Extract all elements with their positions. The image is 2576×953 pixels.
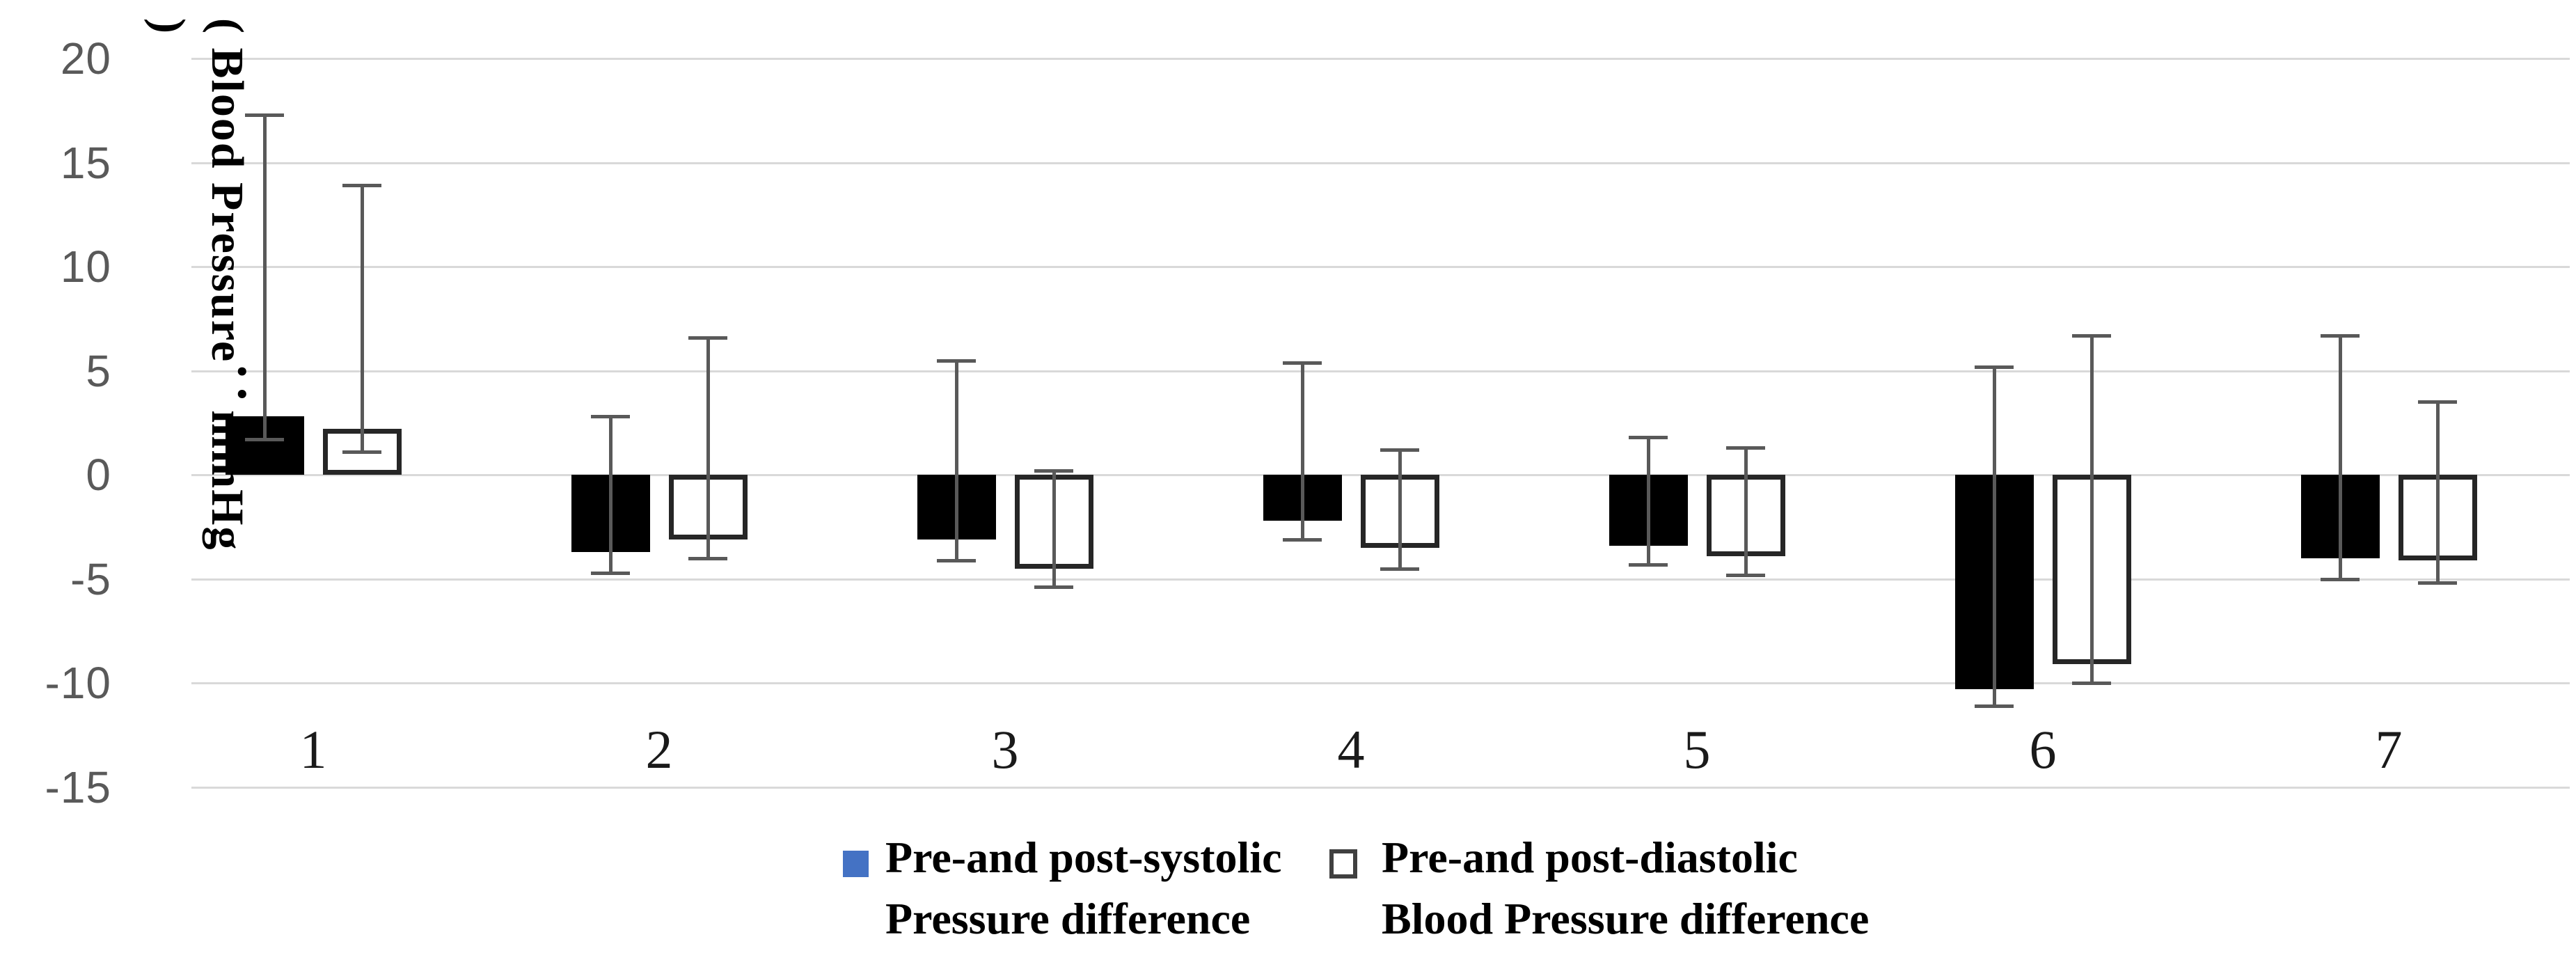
error-bar-cap-high-diastolic-cat5 — [1726, 446, 1765, 450]
x-category-label: 4 — [1337, 719, 1365, 780]
error-bar-cap-low-diastolic-cat4 — [1380, 567, 1419, 571]
error-bar-cap-low-systolic-cat7 — [2321, 577, 2360, 581]
y-tick-label: 5 — [86, 345, 111, 396]
error-bar-cap-high-systolic-cat7 — [2321, 333, 2360, 338]
legend-label-systolic-line1: Pre-and post-systolic — [885, 833, 1282, 882]
error-bar-cap-low-systolic-cat3 — [937, 558, 976, 562]
gridline-y-15 — [191, 162, 2570, 164]
error-bar-cap-low-diastolic-cat7 — [2418, 581, 2457, 585]
error-bar-systolic-cat5 — [1646, 437, 1650, 565]
y-tick-label: -15 — [45, 762, 111, 812]
error-bar-diastolic-cat1 — [360, 185, 364, 452]
gridline-y--5 — [191, 578, 2570, 581]
error-bar-systolic-cat7 — [2338, 335, 2342, 579]
x-category-label: 1 — [299, 719, 327, 780]
error-bar-cap-high-diastolic-cat1 — [342, 184, 381, 188]
y-tick-label: -10 — [45, 658, 111, 708]
error-bar-cap-low-diastolic-cat2 — [688, 556, 727, 560]
error-bar-cap-low-diastolic-cat1 — [342, 450, 381, 455]
x-category-label: 2 — [645, 719, 673, 780]
error-bar-cap-high-systolic-cat2 — [591, 415, 630, 419]
error-bar-cap-high-diastolic-cat3 — [1034, 469, 1073, 473]
y-tick-label: 20 — [60, 33, 111, 84]
error-bar-cap-high-diastolic-cat2 — [688, 336, 727, 340]
error-bar-systolic-cat6 — [1992, 366, 1996, 706]
error-bar-systolic-cat1 — [262, 114, 267, 440]
error-bar-cap-high-systolic-cat1 — [245, 113, 284, 117]
error-bar-diastolic-cat6 — [2089, 335, 2094, 683]
x-category-label: 7 — [2375, 719, 2403, 780]
y-tick-label: 10 — [60, 242, 111, 292]
error-bar-systolic-cat4 — [1300, 362, 1304, 539]
error-bar-cap-high-diastolic-cat7 — [2418, 400, 2457, 404]
error-bar-diastolic-cat5 — [1744, 448, 1748, 575]
error-bar-cap-low-systolic-cat5 — [1629, 562, 1668, 567]
error-bar-cap-high-diastolic-cat6 — [2072, 333, 2111, 338]
error-bar-cap-low-diastolic-cat5 — [1726, 573, 1765, 577]
gridline-y-5 — [191, 370, 2570, 372]
gridline-y--10 — [191, 682, 2570, 684]
error-bar-systolic-cat2 — [608, 416, 613, 573]
legend-label-diastolic: Pre-and post-diastolic Blood Pressure di… — [1382, 827, 1869, 950]
legend-label-systolic-line2: Pressure difference — [885, 894, 1251, 943]
error-bar-cap-low-systolic-cat4 — [1283, 537, 1322, 542]
y-axis-title: ( Blood Pressure：mmHg ) — [143, 18, 253, 551]
y-tick-label: 15 — [60, 137, 111, 188]
error-bar-cap-low-diastolic-cat6 — [2072, 682, 2111, 685]
gridline-y-20 — [191, 58, 2570, 60]
legend-label-systolic: Pre-and post-systolic Pressure differenc… — [885, 827, 1281, 950]
error-bar-cap-high-systolic-cat4 — [1283, 361, 1322, 365]
x-category-label: 3 — [991, 719, 1019, 780]
error-bar-diastolic-cat4 — [1398, 450, 1402, 569]
error-bar-cap-low-systolic-cat6 — [1975, 704, 2014, 708]
error-bar-cap-high-systolic-cat5 — [1629, 436, 1668, 440]
y-tick-label: -5 — [70, 553, 111, 604]
error-bar-cap-low-systolic-cat2 — [591, 571, 630, 575]
diastolic-legend-marker-icon — [1329, 849, 1357, 879]
legend-label-diastolic-line2: Blood Pressure difference — [1382, 894, 1870, 943]
gridline-y--15 — [191, 786, 2570, 789]
error-bar-cap-low-diastolic-cat3 — [1034, 585, 1073, 590]
error-bar-systolic-cat3 — [954, 360, 958, 560]
error-bar-diastolic-cat3 — [1052, 471, 1056, 588]
y-tick-label: 0 — [86, 450, 111, 500]
error-bar-cap-high-systolic-cat6 — [1975, 365, 2014, 369]
legend-label-diastolic-line1: Pre-and post-diastolic — [1382, 833, 1798, 882]
x-category-label: 5 — [1683, 719, 1711, 780]
error-bar-cap-low-systolic-cat1 — [245, 438, 284, 442]
systolic-legend-marker-icon — [843, 851, 869, 877]
error-bar-diastolic-cat2 — [706, 337, 710, 558]
error-bar-diastolic-cat7 — [2435, 402, 2440, 583]
gridline-y-10 — [191, 266, 2570, 268]
x-category-label: 6 — [2029, 719, 2057, 780]
error-bar-cap-high-systolic-cat3 — [937, 359, 976, 363]
error-bar-cap-high-diastolic-cat4 — [1380, 448, 1419, 452]
